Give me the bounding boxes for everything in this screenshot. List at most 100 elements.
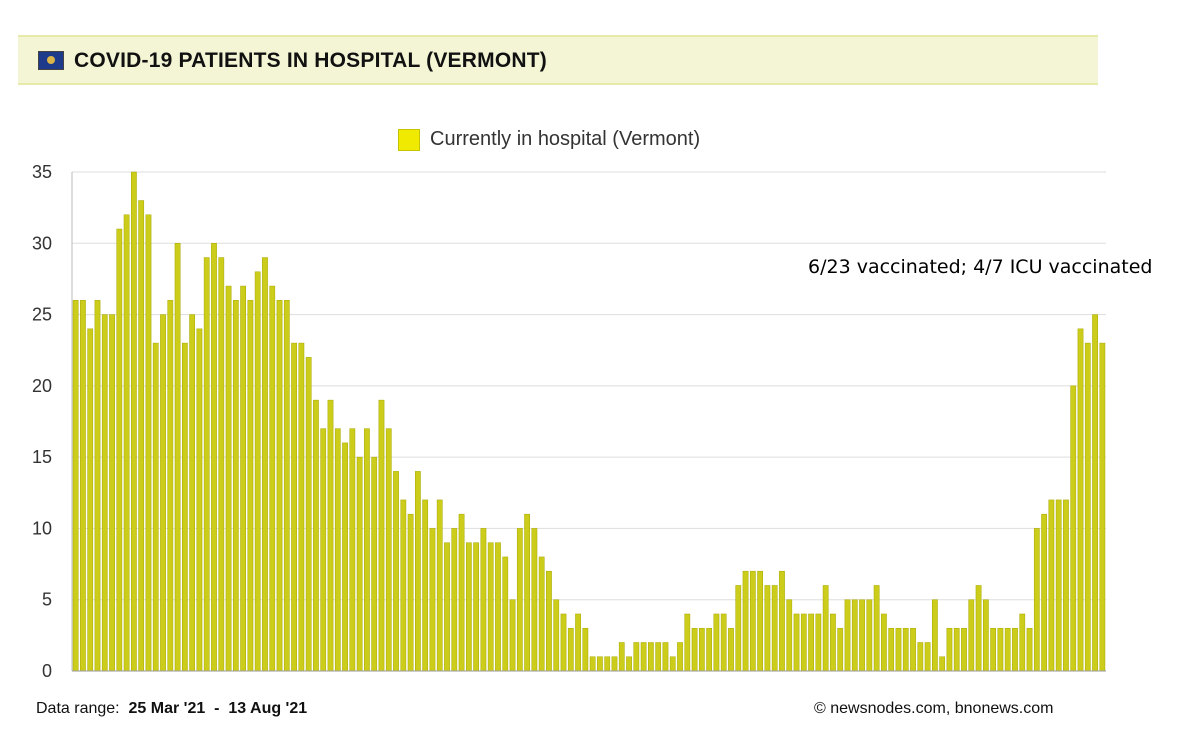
bar bbox=[473, 542, 480, 672]
bar bbox=[254, 271, 261, 672]
bar bbox=[604, 656, 611, 672]
bar bbox=[538, 556, 545, 672]
bar bbox=[575, 613, 581, 672]
bar bbox=[320, 428, 327, 672]
bar bbox=[917, 642, 924, 672]
bar bbox=[640, 642, 647, 672]
bar bbox=[1012, 627, 1018, 672]
bar bbox=[946, 627, 953, 672]
bar bbox=[225, 285, 232, 672]
bar bbox=[953, 627, 960, 672]
bar bbox=[560, 613, 567, 672]
bar bbox=[393, 471, 399, 672]
bar bbox=[982, 599, 989, 672]
bar bbox=[633, 642, 640, 672]
bar bbox=[444, 542, 450, 672]
bar bbox=[313, 399, 319, 672]
y-tick-label: 5 bbox=[42, 590, 52, 610]
bar bbox=[1019, 613, 1026, 672]
data-range-separator: - bbox=[214, 700, 220, 717]
bar bbox=[990, 627, 997, 672]
bar bbox=[1055, 499, 1062, 672]
bar bbox=[1092, 314, 1098, 672]
bar bbox=[851, 599, 858, 672]
bar bbox=[123, 214, 130, 672]
bar bbox=[691, 627, 698, 672]
bar bbox=[698, 627, 705, 672]
bar bbox=[728, 627, 734, 672]
bar bbox=[932, 599, 938, 672]
bar bbox=[888, 627, 895, 672]
bar bbox=[757, 570, 763, 672]
bar bbox=[939, 656, 946, 672]
bar bbox=[618, 642, 625, 672]
bar bbox=[881, 613, 887, 672]
y-tick-label: 25 bbox=[32, 305, 52, 325]
bar bbox=[800, 613, 807, 672]
bar bbox=[109, 314, 115, 672]
bar bbox=[371, 456, 378, 672]
bar bbox=[196, 328, 203, 672]
bar bbox=[1033, 528, 1040, 672]
bar bbox=[101, 314, 108, 672]
bar bbox=[1077, 328, 1084, 672]
bar bbox=[327, 399, 334, 672]
bar bbox=[1099, 342, 1106, 672]
chart-legend: Currently in hospital (Vermont) bbox=[398, 128, 700, 151]
bar bbox=[509, 599, 516, 672]
bar bbox=[546, 570, 552, 672]
bar bbox=[793, 613, 800, 672]
bar bbox=[276, 300, 283, 672]
bar bbox=[181, 342, 188, 672]
data-range-start: 25 Mar '21 bbox=[128, 700, 206, 717]
page-title: COVID-19 PATIENTS IN HOSPITAL (VERMONT) bbox=[74, 49, 547, 72]
bar bbox=[480, 528, 487, 672]
bar bbox=[924, 642, 931, 672]
bar bbox=[713, 613, 720, 672]
bar bbox=[407, 513, 414, 672]
bar bbox=[910, 627, 916, 672]
bar bbox=[830, 613, 836, 672]
y-tick-label: 20 bbox=[32, 376, 52, 396]
legend-swatch bbox=[398, 128, 420, 151]
bar bbox=[662, 642, 669, 672]
bar bbox=[655, 642, 662, 672]
bar bbox=[859, 599, 865, 672]
bar bbox=[436, 499, 443, 672]
bar bbox=[72, 300, 79, 672]
bar bbox=[611, 656, 618, 672]
bar bbox=[771, 585, 778, 672]
y-tick-label: 15 bbox=[32, 447, 52, 467]
bar bbox=[779, 570, 785, 672]
bar bbox=[160, 314, 166, 672]
bar bbox=[873, 585, 880, 672]
data-range: Data range: 25 Mar '21 - 13 Aug '21 bbox=[36, 700, 307, 718]
bar bbox=[203, 257, 210, 672]
bar bbox=[516, 528, 523, 672]
bar bbox=[531, 528, 538, 672]
bar bbox=[269, 285, 276, 672]
bar bbox=[1004, 627, 1011, 672]
bar bbox=[735, 585, 742, 672]
bar bbox=[451, 528, 458, 672]
chart-annotation: 6/23 vaccinated; 4/7 ICU vaccinated bbox=[808, 256, 1153, 278]
data-range-end: 13 Aug '21 bbox=[228, 700, 308, 717]
bar bbox=[232, 300, 239, 672]
bar bbox=[385, 428, 392, 672]
y-tick-label: 35 bbox=[32, 162, 52, 182]
bar bbox=[262, 257, 268, 672]
bar bbox=[298, 342, 305, 672]
bar bbox=[1048, 499, 1055, 672]
bar bbox=[844, 599, 851, 672]
bar bbox=[502, 556, 509, 672]
bar bbox=[815, 613, 822, 672]
bar bbox=[808, 613, 814, 672]
bar bbox=[589, 656, 596, 672]
bar bbox=[167, 300, 174, 672]
bar bbox=[786, 599, 793, 672]
bar bbox=[961, 627, 967, 672]
bar bbox=[742, 570, 749, 672]
bar bbox=[968, 599, 975, 672]
bar bbox=[1041, 513, 1047, 672]
